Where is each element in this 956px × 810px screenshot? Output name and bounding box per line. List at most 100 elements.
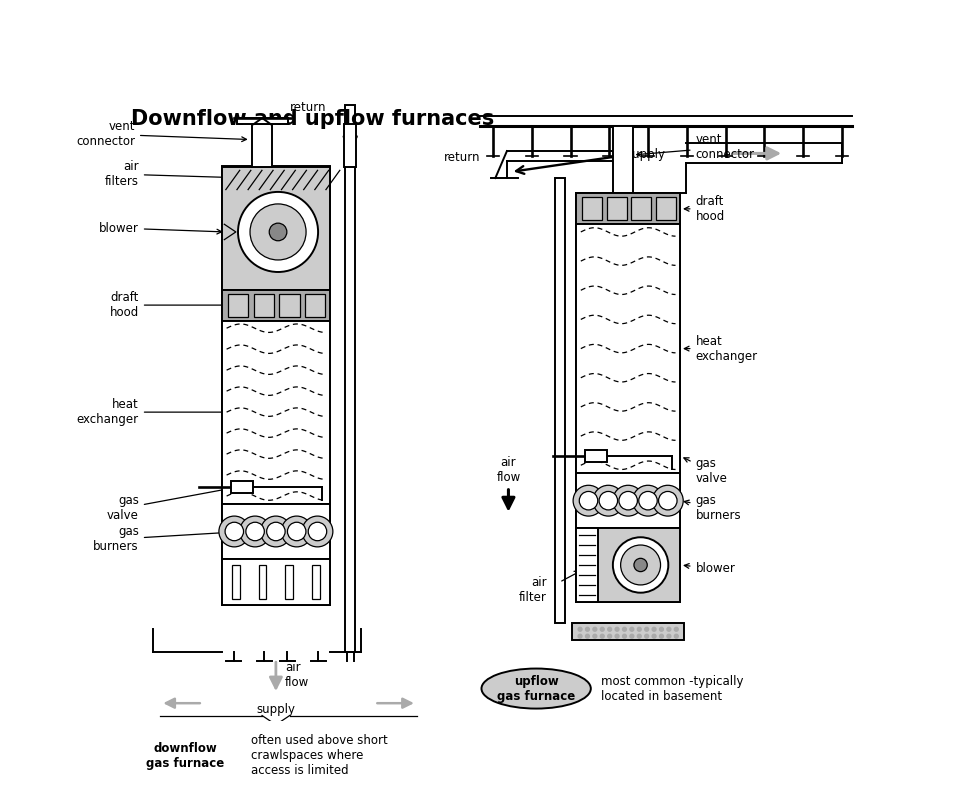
Bar bbox=[312, 565, 319, 599]
Bar bbox=[286, 565, 293, 599]
Circle shape bbox=[608, 627, 612, 631]
Text: blower: blower bbox=[99, 222, 222, 235]
Circle shape bbox=[240, 516, 271, 547]
Text: most common -typically
located in basement: most common -typically located in baseme… bbox=[600, 675, 744, 702]
Text: air
flow: air flow bbox=[285, 661, 310, 688]
Circle shape bbox=[600, 634, 604, 638]
Circle shape bbox=[652, 627, 656, 631]
Bar bbox=[237, 118, 288, 124]
Circle shape bbox=[246, 522, 265, 541]
Circle shape bbox=[308, 522, 327, 541]
Circle shape bbox=[238, 192, 318, 272]
Circle shape bbox=[622, 634, 626, 638]
Circle shape bbox=[585, 627, 589, 631]
Text: heat
exchanger: heat exchanger bbox=[76, 399, 252, 426]
Bar bbox=[582, 198, 602, 220]
Circle shape bbox=[608, 634, 612, 638]
Circle shape bbox=[578, 627, 582, 631]
Circle shape bbox=[250, 204, 306, 260]
Bar bbox=[613, 126, 633, 194]
Bar bbox=[279, 293, 299, 317]
Bar bbox=[607, 198, 627, 220]
Circle shape bbox=[667, 627, 671, 631]
Circle shape bbox=[674, 634, 678, 638]
Bar bbox=[231, 480, 252, 493]
Bar bbox=[576, 528, 680, 602]
Bar bbox=[345, 105, 356, 651]
Circle shape bbox=[630, 634, 634, 638]
Circle shape bbox=[281, 516, 312, 547]
Circle shape bbox=[615, 634, 619, 638]
Circle shape bbox=[652, 634, 656, 638]
Circle shape bbox=[593, 627, 597, 631]
Circle shape bbox=[638, 627, 641, 631]
Bar bbox=[222, 559, 330, 605]
Circle shape bbox=[660, 634, 663, 638]
Text: return: return bbox=[444, 151, 480, 164]
Bar bbox=[656, 198, 676, 220]
Circle shape bbox=[659, 492, 677, 510]
Circle shape bbox=[613, 537, 668, 593]
Text: often used above short
crawlspaces where
access is limited: often used above short crawlspaces where… bbox=[251, 734, 388, 777]
Bar bbox=[631, 198, 651, 220]
Text: gas
burners: gas burners bbox=[93, 525, 239, 553]
Bar bbox=[573, 623, 684, 640]
Circle shape bbox=[585, 634, 589, 638]
Text: heat
exchanger: heat exchanger bbox=[684, 335, 758, 363]
Bar bbox=[576, 224, 680, 473]
Text: draft
hood: draft hood bbox=[110, 291, 241, 319]
Text: Downflow and upflow furnaces: Downflow and upflow furnaces bbox=[131, 109, 494, 129]
Text: gas
burners: gas burners bbox=[684, 494, 741, 522]
Bar bbox=[252, 124, 272, 167]
Circle shape bbox=[302, 516, 333, 547]
Circle shape bbox=[579, 492, 598, 510]
Text: supply: supply bbox=[626, 148, 665, 161]
Circle shape bbox=[674, 627, 678, 631]
Bar bbox=[576, 194, 680, 224]
Ellipse shape bbox=[130, 735, 240, 775]
Text: air
filter: air filter bbox=[519, 576, 547, 604]
Bar bbox=[305, 293, 325, 317]
Bar bbox=[222, 321, 330, 504]
Text: blower: blower bbox=[684, 562, 735, 575]
Text: downflow
gas furnace: downflow gas furnace bbox=[146, 741, 224, 769]
Circle shape bbox=[578, 634, 582, 638]
Ellipse shape bbox=[482, 668, 591, 709]
Text: supply: supply bbox=[256, 703, 295, 716]
Circle shape bbox=[644, 634, 648, 638]
Circle shape bbox=[622, 627, 626, 631]
Circle shape bbox=[260, 516, 292, 547]
Circle shape bbox=[630, 627, 634, 631]
Circle shape bbox=[619, 492, 638, 510]
Bar bbox=[232, 565, 240, 599]
Bar bbox=[222, 167, 330, 605]
Circle shape bbox=[270, 223, 287, 241]
Circle shape bbox=[620, 545, 661, 585]
Circle shape bbox=[667, 634, 671, 638]
Bar bbox=[228, 293, 249, 317]
Bar bbox=[253, 293, 273, 317]
Circle shape bbox=[638, 634, 641, 638]
Bar bbox=[222, 504, 330, 559]
Text: draft
hood: draft hood bbox=[684, 195, 725, 223]
Circle shape bbox=[225, 522, 244, 541]
Text: vent
connector: vent connector bbox=[76, 120, 247, 148]
Circle shape bbox=[615, 627, 619, 631]
Circle shape bbox=[288, 522, 306, 541]
Text: gas
valve: gas valve bbox=[684, 458, 728, 485]
Bar bbox=[344, 124, 356, 167]
Bar bbox=[576, 473, 680, 528]
Circle shape bbox=[644, 627, 648, 631]
Circle shape bbox=[633, 485, 663, 516]
Circle shape bbox=[600, 627, 604, 631]
Bar bbox=[576, 194, 680, 602]
Text: air
filters: air filters bbox=[105, 160, 245, 188]
Bar bbox=[259, 565, 267, 599]
Circle shape bbox=[593, 485, 623, 516]
Bar bbox=[222, 167, 330, 290]
Circle shape bbox=[219, 516, 250, 547]
Circle shape bbox=[634, 558, 647, 572]
Circle shape bbox=[639, 492, 657, 510]
Text: upflow
gas furnace: upflow gas furnace bbox=[497, 675, 576, 702]
Bar bbox=[576, 528, 598, 602]
